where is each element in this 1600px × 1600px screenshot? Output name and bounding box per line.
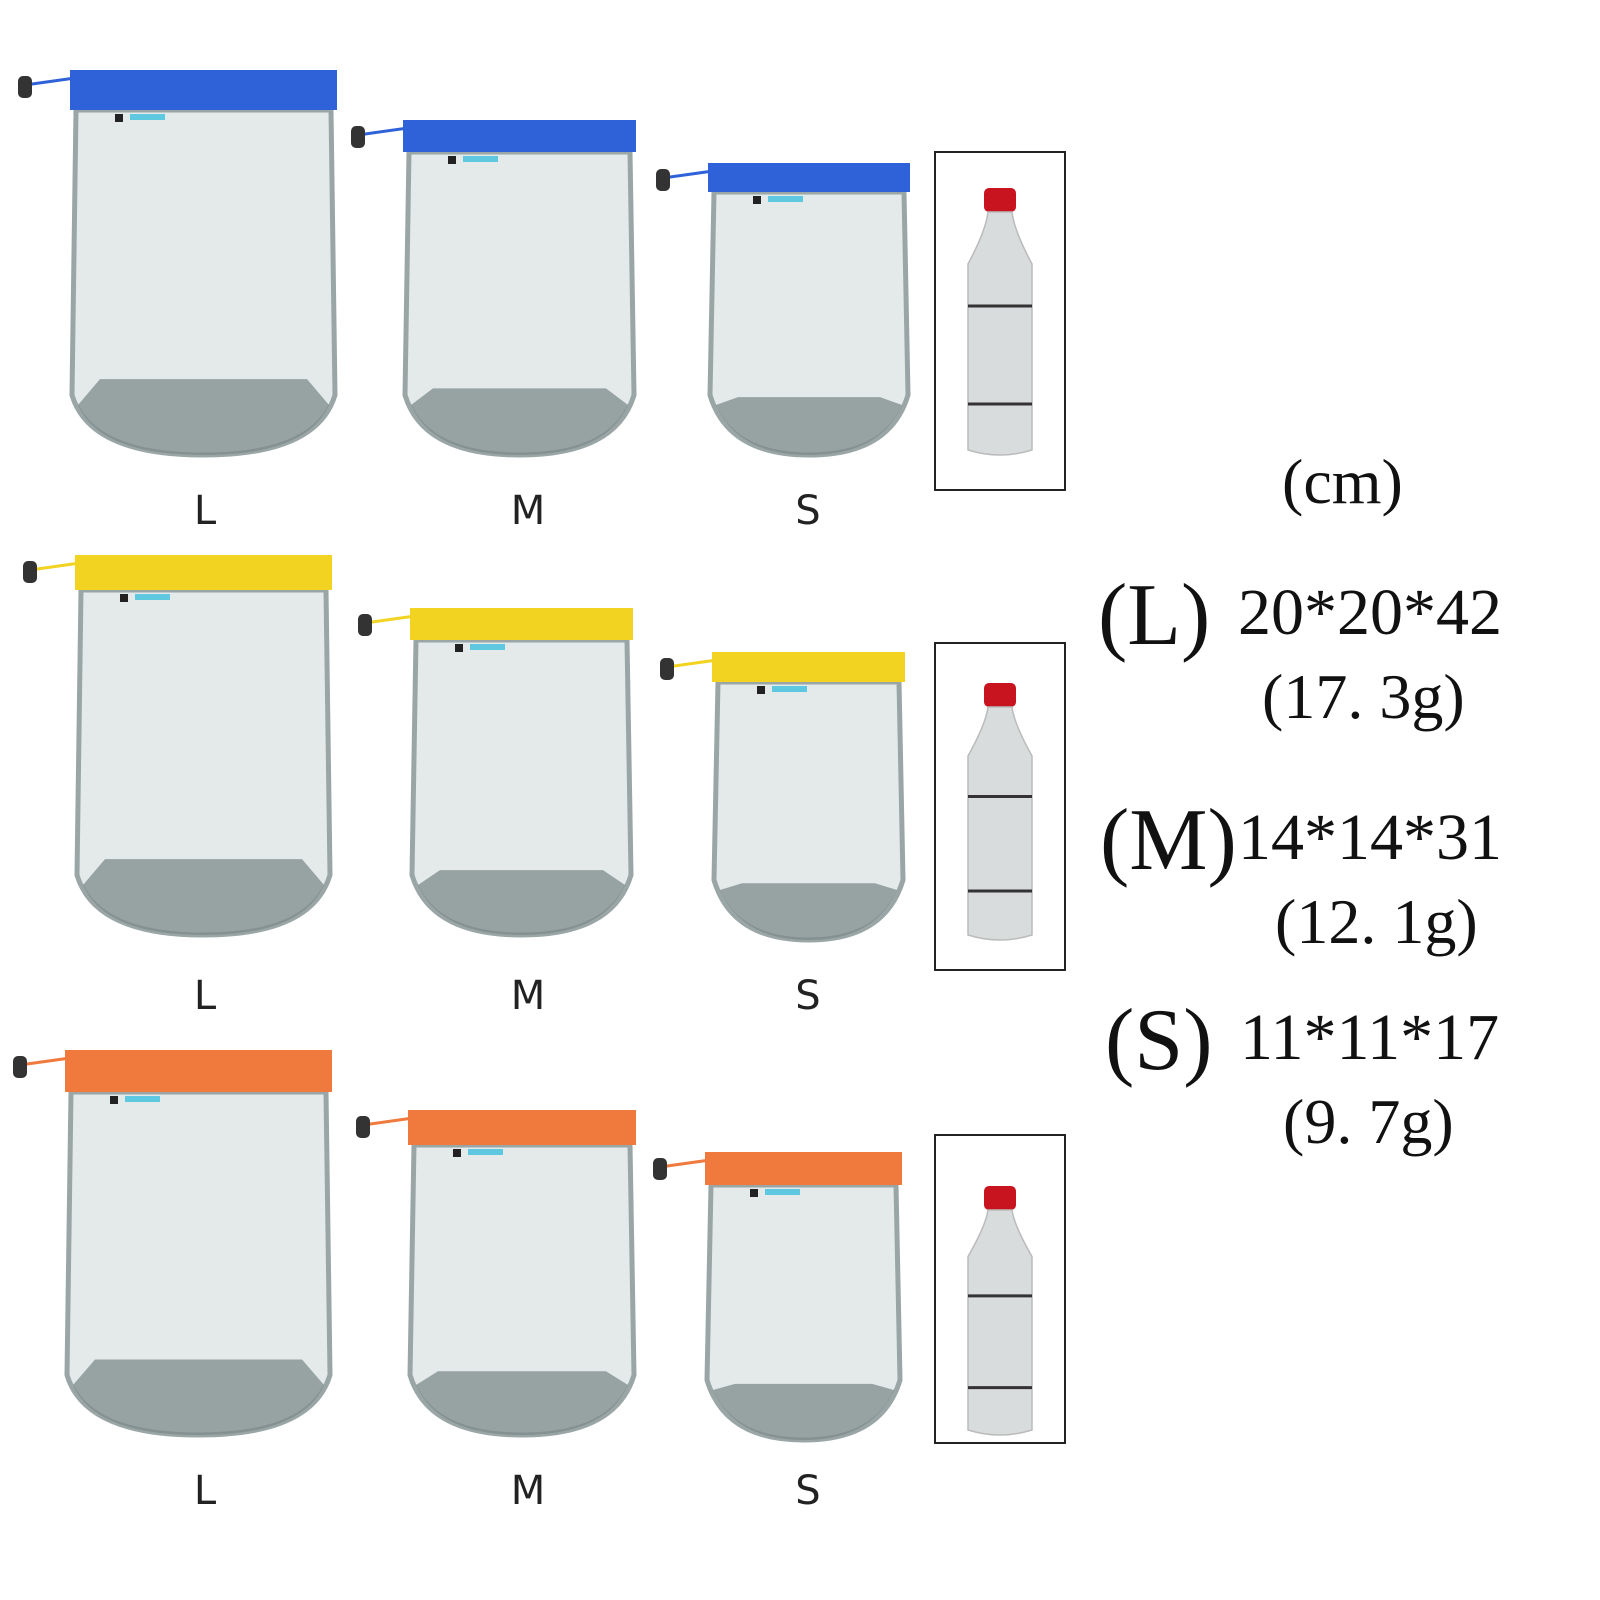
water-bottle-icon: [934, 1134, 1066, 1444]
size-label-S: S: [795, 488, 821, 534]
drawstring-toggle-icon: [18, 76, 76, 98]
spec-dims-s: 11*11*17: [1240, 1001, 1500, 1074]
spec-dims-l: 20*20*42: [1238, 576, 1502, 649]
spec-size-l: (L): [1098, 567, 1211, 664]
size-label-L: L: [193, 1468, 217, 1514]
spec-weight-s: (9. 7g): [1283, 1086, 1454, 1157]
mesh-bag-yellow-S: [660, 652, 906, 943]
spec-weight-m: (12. 1g): [1275, 886, 1478, 957]
mesh-bag-blue-S: [656, 163, 911, 458]
size-label-M: M: [510, 973, 546, 1019]
mesh-bag-orange-M: [356, 1110, 637, 1438]
spec-size-s: (S): [1105, 992, 1213, 1089]
drawstring-toggle-icon: [13, 1056, 71, 1078]
water-bottle-icon: [934, 151, 1066, 491]
mesh-bag-blue-M: [351, 120, 637, 458]
mesh-bag-blue-L: [18, 70, 338, 458]
drawstring-toggle-icon: [358, 614, 416, 636]
spec-dims-m: 14*14*31: [1238, 801, 1502, 874]
mesh-bag-yellow-M: [358, 608, 634, 938]
drawstring-toggle-icon: [660, 658, 718, 680]
drawstring-toggle-icon: [351, 126, 409, 148]
mesh-bag-yellow-L: [23, 555, 333, 938]
spec-weight-l: (17. 3g): [1262, 661, 1465, 732]
size-label-L: L: [193, 973, 217, 1019]
spec-size-m: (M): [1100, 792, 1237, 889]
drawstring-toggle-icon: [653, 1158, 711, 1180]
drawstring-toggle-icon: [356, 1116, 414, 1138]
size-label-S: S: [795, 1468, 821, 1514]
size-label-S: S: [795, 973, 821, 1019]
size-label-M: M: [510, 1468, 546, 1514]
drawstring-toggle-icon: [23, 561, 81, 583]
drawstring-toggle-icon: [656, 169, 714, 191]
water-bottle-icon: [934, 642, 1066, 971]
size-label-L: L: [193, 488, 217, 534]
mesh-bag-orange-S: [653, 1152, 903, 1443]
unit-label: (cm): [1282, 446, 1403, 517]
mesh-bag-orange-L: [13, 1050, 333, 1438]
size-label-M: M: [510, 488, 546, 534]
